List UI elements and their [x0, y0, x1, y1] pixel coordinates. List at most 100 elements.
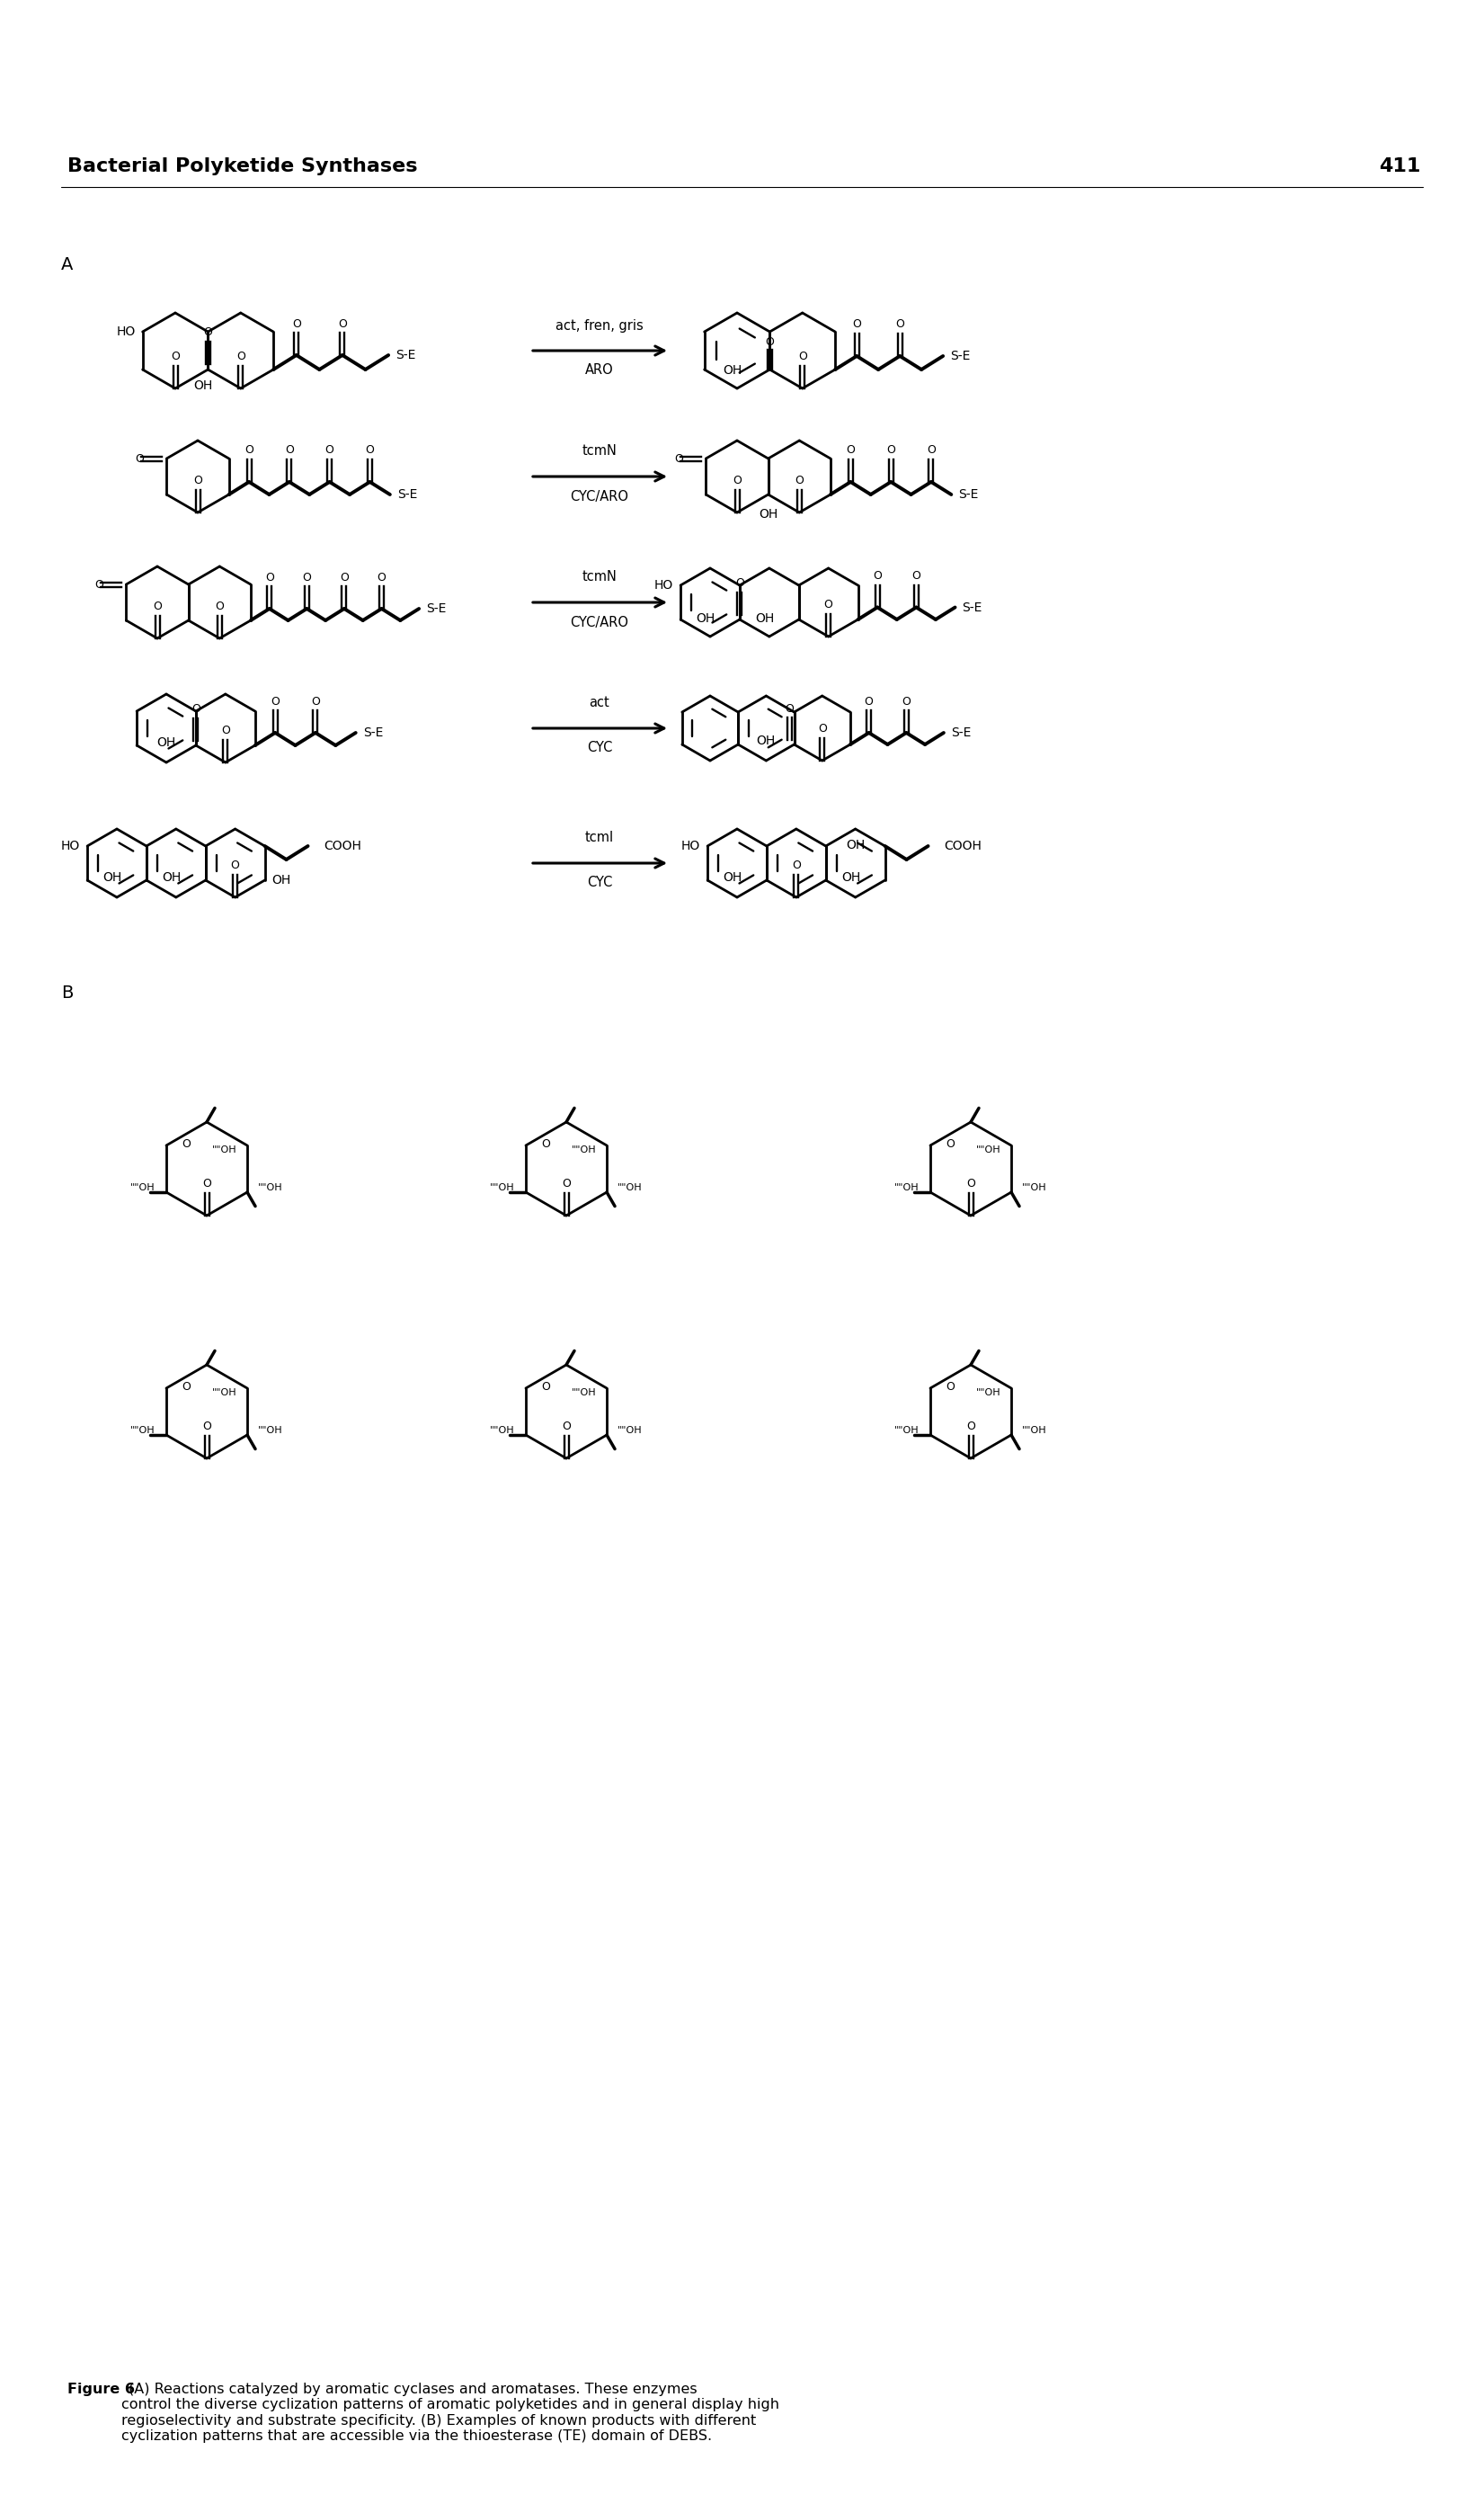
- Text: OH: OH: [102, 871, 122, 883]
- Text: CYC/ARO: CYC/ARO: [570, 489, 629, 504]
- Text: O: O: [221, 726, 230, 736]
- Text: O: O: [377, 571, 386, 584]
- Text: act, fren, gris: act, fren, gris: [555, 319, 644, 332]
- Text: Figure 6: Figure 6: [67, 2383, 135, 2395]
- Text: O: O: [303, 571, 312, 584]
- Text: ""OH: ""OH: [1022, 1427, 1046, 1435]
- Text: OH: OH: [846, 838, 865, 851]
- Text: B: B: [61, 986, 73, 1003]
- Text: HO: HO: [654, 579, 674, 591]
- Text: ""OH: ""OH: [571, 1387, 597, 1397]
- Text: O: O: [202, 1178, 211, 1190]
- Text: O: O: [966, 1422, 975, 1432]
- Text: CYC: CYC: [586, 741, 613, 756]
- Text: ""OH: ""OH: [212, 1145, 236, 1155]
- Text: Bacterial Polyketide Synthases: Bacterial Polyketide Synthases: [67, 157, 417, 175]
- Text: O: O: [191, 704, 200, 716]
- Text: O: O: [966, 1178, 975, 1190]
- Text: OH: OH: [723, 871, 742, 883]
- Text: HO: HO: [61, 841, 80, 853]
- Text: HO: HO: [681, 841, 700, 853]
- Text: O: O: [215, 601, 224, 614]
- Text: O: O: [270, 696, 279, 706]
- Text: O: O: [542, 1382, 551, 1392]
- Text: O: O: [675, 452, 684, 464]
- Text: O: O: [266, 571, 275, 584]
- Text: ""OH: ""OH: [131, 1427, 156, 1435]
- Text: 411: 411: [1379, 157, 1420, 175]
- Text: O: O: [183, 1138, 191, 1150]
- Text: ""OH: ""OH: [1022, 1183, 1046, 1193]
- Text: OH: OH: [157, 736, 175, 748]
- Text: O: O: [926, 444, 935, 457]
- Text: ""OH: ""OH: [617, 1183, 643, 1193]
- Text: ""OH: ""OH: [258, 1183, 283, 1193]
- Text: O: O: [285, 444, 294, 457]
- Text: O: O: [873, 569, 881, 581]
- Text: S-E: S-E: [426, 601, 447, 614]
- Text: O: O: [947, 1382, 956, 1392]
- Text: S-E: S-E: [950, 349, 971, 362]
- Text: O: O: [340, 571, 349, 584]
- Text: O: O: [202, 1422, 211, 1432]
- Text: ""OH: ""OH: [975, 1145, 1000, 1155]
- Text: O: O: [365, 444, 374, 457]
- Text: S-E: S-E: [398, 489, 417, 501]
- Text: O: O: [902, 696, 911, 706]
- Text: ARO: ARO: [585, 364, 614, 377]
- Text: ""OH: ""OH: [490, 1427, 515, 1435]
- Text: O: O: [911, 569, 920, 581]
- Text: OH: OH: [755, 611, 775, 624]
- Text: tcmN: tcmN: [582, 444, 617, 459]
- Text: COOH: COOH: [324, 841, 362, 853]
- Text: O: O: [230, 861, 239, 871]
- Text: OH: OH: [696, 611, 715, 624]
- Text: O: O: [203, 327, 212, 339]
- Text: CYC: CYC: [586, 876, 613, 891]
- Text: S-E: S-E: [962, 601, 982, 614]
- Text: O: O: [562, 1422, 571, 1432]
- Text: ""OH: ""OH: [975, 1387, 1000, 1397]
- Text: O: O: [193, 474, 202, 487]
- Text: CYC/ARO: CYC/ARO: [570, 616, 629, 629]
- Text: O: O: [312, 696, 321, 706]
- Text: O: O: [798, 352, 807, 362]
- Text: S-E: S-E: [959, 489, 978, 501]
- Text: O: O: [542, 1138, 551, 1150]
- Text: O: O: [852, 319, 861, 329]
- Text: OH: OH: [272, 873, 291, 886]
- Text: O: O: [824, 599, 833, 611]
- Text: ""OH: ""OH: [617, 1427, 643, 1435]
- Text: OH: OH: [723, 364, 742, 377]
- Text: S-E: S-E: [951, 726, 971, 739]
- Text: O: O: [95, 579, 104, 591]
- Text: (A) Reactions catalyzed by aromatic cyclases and aromatases. These enzymes
contr: (A) Reactions catalyzed by aromatic cycl…: [122, 2383, 779, 2443]
- Text: O: O: [785, 704, 794, 714]
- Text: ""OH: ""OH: [131, 1183, 156, 1193]
- Text: ""OH: ""OH: [895, 1183, 920, 1193]
- Text: O: O: [562, 1178, 571, 1190]
- Text: O: O: [135, 452, 144, 464]
- Text: ""OH: ""OH: [258, 1427, 283, 1435]
- Text: COOH: COOH: [944, 841, 982, 853]
- Text: O: O: [766, 337, 775, 349]
- Text: O: O: [183, 1382, 191, 1392]
- Text: O: O: [338, 317, 347, 329]
- Text: O: O: [735, 579, 743, 589]
- Text: O: O: [865, 696, 874, 706]
- Text: ""OH: ""OH: [490, 1183, 515, 1193]
- Text: O: O: [245, 444, 254, 457]
- Text: tcml: tcml: [585, 831, 614, 846]
- Text: O: O: [846, 444, 855, 457]
- Text: OH: OH: [162, 871, 181, 883]
- Text: O: O: [792, 861, 801, 871]
- Text: tcmN: tcmN: [582, 571, 617, 584]
- Text: O: O: [733, 474, 742, 487]
- Text: O: O: [325, 444, 334, 457]
- Text: OH: OH: [757, 734, 776, 746]
- Text: O: O: [795, 474, 804, 487]
- Text: OH: OH: [841, 871, 861, 883]
- Text: HO: HO: [116, 324, 135, 337]
- Text: O: O: [886, 444, 895, 457]
- Text: act: act: [589, 696, 610, 711]
